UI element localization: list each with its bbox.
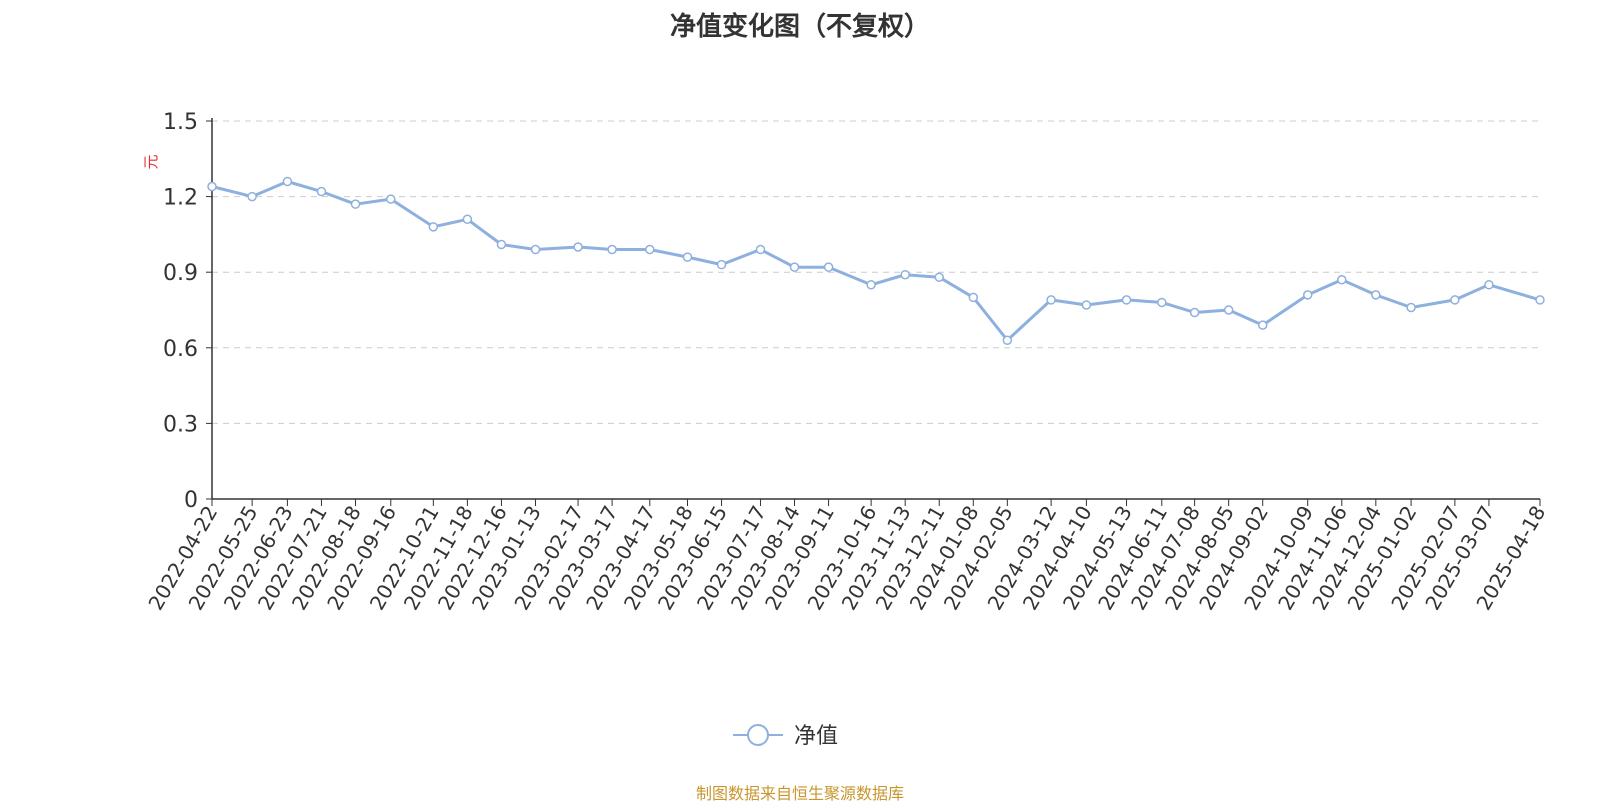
y-unit-label: 元 (142, 154, 160, 169)
data-point[interactable] (1337, 275, 1347, 285)
data-point[interactable] (1406, 302, 1416, 313)
data-point[interactable] (1223, 305, 1234, 315)
data-point[interactable] (1002, 335, 1013, 345)
data-point[interactable] (1450, 295, 1460, 305)
axis-layer: 00.30.60.91.21.5元2022-04-222022-05-25202… (142, 110, 1550, 614)
data-point[interactable] (607, 244, 617, 255)
series-line (211, 180, 1541, 342)
data-point[interactable] (1302, 290, 1313, 300)
data-point[interactable] (1371, 290, 1381, 300)
data-point[interactable] (934, 272, 944, 282)
data-point[interactable] (207, 181, 217, 192)
data-point[interactable] (428, 222, 439, 232)
line-chart: 00.30.60.91.21.5元2022-04-222022-05-25202… (142, 110, 1550, 749)
data-point[interactable] (247, 191, 257, 202)
data-point[interactable] (1257, 320, 1268, 330)
data-point[interactable] (496, 239, 507, 250)
data-point[interactable] (1121, 295, 1132, 305)
data-point[interactable] (386, 194, 396, 204)
y-tick-label: 0.6 (163, 337, 198, 362)
chart-title: 净值变化图（不复权） (669, 12, 930, 42)
data-point[interactable] (645, 244, 655, 255)
data-point[interactable] (866, 280, 876, 290)
data-point[interactable] (755, 244, 766, 255)
data-point[interactable] (282, 176, 293, 187)
data-point[interactable] (1157, 297, 1167, 308)
y-tick-label: 1.2 (163, 186, 198, 211)
data-point[interactable] (789, 262, 800, 272)
data-point[interactable] (573, 242, 583, 252)
data-point[interactable] (823, 262, 834, 272)
y-tick-label: 0 (184, 488, 198, 513)
data-point[interactable] (530, 244, 541, 255)
y-tick-label: 1.5 (163, 110, 198, 135)
source-note: 制图数据来自恒生聚源数据库 (695, 784, 904, 803)
y-tick-label: 0.3 (163, 412, 198, 437)
data-point[interactable] (716, 259, 727, 270)
data-point[interactable] (682, 252, 693, 262)
data-point[interactable] (968, 292, 979, 303)
data-point[interactable] (462, 214, 473, 225)
legend-label: 净值 (794, 724, 838, 749)
y-tick-label: 0.9 (163, 261, 198, 286)
data-point[interactable] (350, 199, 361, 209)
data-point[interactable] (1484, 280, 1494, 290)
data-point[interactable] (1081, 300, 1092, 310)
data-point[interactable] (1535, 295, 1545, 305)
data-point[interactable] (1046, 295, 1056, 305)
data-point[interactable] (1189, 307, 1200, 318)
data-point[interactable] (900, 269, 910, 280)
legend[interactable]: 净值 (733, 724, 838, 749)
data-point[interactable] (316, 186, 327, 197)
legend-marker-icon (747, 724, 769, 746)
grid-layer (212, 120, 1540, 424)
series-layer (207, 176, 1545, 345)
